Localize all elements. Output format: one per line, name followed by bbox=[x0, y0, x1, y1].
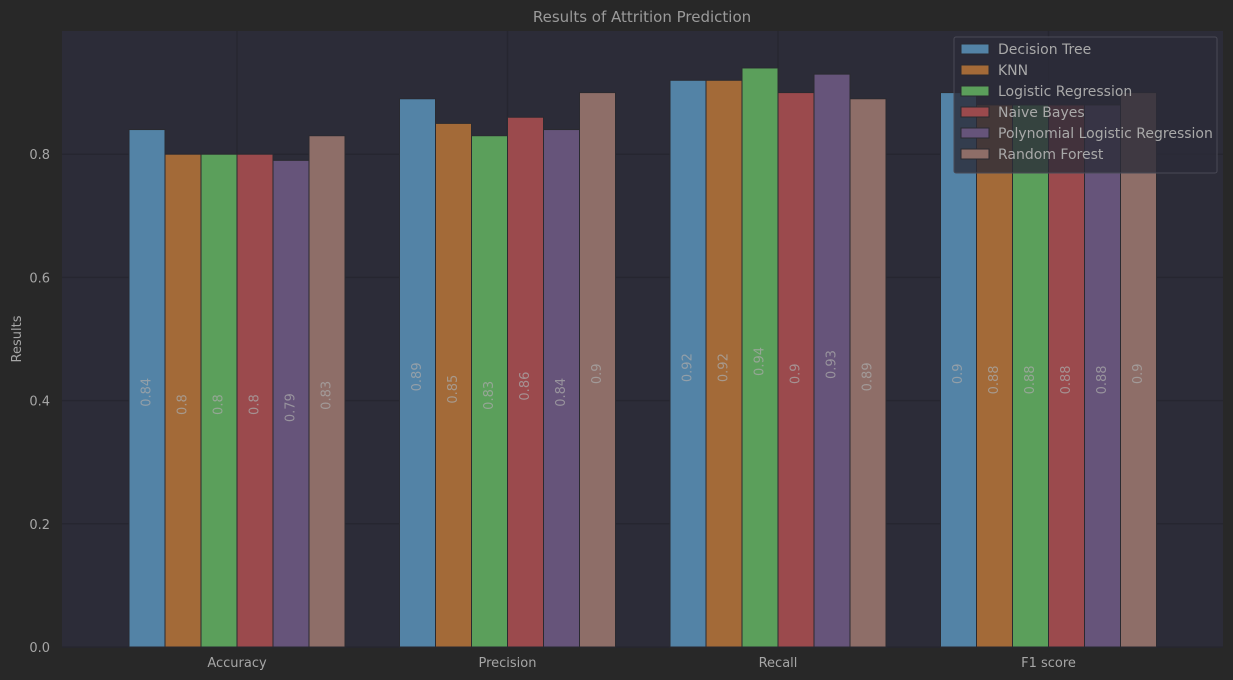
bar-value-labels: 0.84 0.8 0.8 0.8 0.79 0.83 0.89 0.85 0.83 0.86 0.8… bbox=[140, 347, 1147, 422]
bar-logistic-regression-recall bbox=[741, 67, 779, 648]
bar-polynomial-logistic-regression-recall bbox=[813, 73, 851, 648]
bar-value-label: 0.89 bbox=[861, 362, 876, 391]
legend: Decision Tree KNN Logistic Regression Naive… bbox=[953, 36, 1218, 174]
bar-random-forest-accuracy bbox=[308, 135, 346, 648]
legend-swatch bbox=[960, 148, 990, 160]
bar-value-label: 0.79 bbox=[284, 393, 299, 422]
bar-value-label: 0.9 bbox=[1131, 363, 1146, 384]
bar-random-forest-precision bbox=[579, 92, 616, 648]
x-tick-label: Recall bbox=[759, 656, 798, 671]
bar-decision-tree-recall bbox=[669, 79, 707, 648]
bar-value-label: 0.83 bbox=[482, 381, 497, 410]
bar-random-forest-f1-score bbox=[1120, 92, 1157, 648]
bar-polynomial-logistic-regression-f1-score bbox=[1084, 104, 1121, 648]
y-tick-label: 0.4 bbox=[29, 395, 50, 410]
bar-logistic-regression-accuracy bbox=[200, 153, 238, 648]
bar-naive-bayes-precision bbox=[507, 116, 544, 648]
y-tick-label: 0.6 bbox=[29, 271, 50, 286]
bar-value-label: 0.8 bbox=[212, 394, 227, 415]
x-tick-label: Accuracy bbox=[207, 656, 267, 671]
x-tick-label: F1 score bbox=[1021, 656, 1076, 671]
legend-label: Decision Tree bbox=[998, 42, 1091, 58]
bar-value-label: 0.83 bbox=[320, 381, 335, 410]
x-tick-label: Precision bbox=[478, 656, 536, 671]
y-axis-ticks: 0.0 0.2 0.4 0.6 0.8 bbox=[29, 148, 50, 656]
legend-label: Logistic Regression bbox=[998, 84, 1132, 100]
legend-label: Polynomial Logistic Regression bbox=[998, 126, 1213, 142]
bar-logistic-regression-f1-score bbox=[1012, 104, 1049, 648]
bar-value-label: 0.92 bbox=[681, 353, 696, 382]
bar-value-label: 0.89 bbox=[410, 362, 425, 391]
legend-swatch bbox=[960, 85, 990, 97]
bar-value-label: 0.9 bbox=[951, 363, 966, 384]
bar-decision-tree-f1-score bbox=[940, 92, 977, 648]
bar-value-label: 0.88 bbox=[1023, 365, 1038, 394]
bar-value-label: 0.86 bbox=[518, 372, 533, 401]
bar-knn-recall bbox=[705, 79, 743, 648]
bar-value-label: 0.84 bbox=[140, 378, 155, 407]
bar-value-label: 0.93 bbox=[825, 350, 840, 379]
bar-random-forest-recall bbox=[849, 98, 887, 648]
legend-label: KNN bbox=[998, 63, 1028, 79]
bar-knn-f1-score bbox=[976, 104, 1013, 648]
bar-value-label: 0.8 bbox=[248, 394, 263, 415]
chart-title: Results of Attrition Prediction bbox=[533, 8, 751, 26]
legend-swatch bbox=[960, 127, 990, 139]
bar-value-label: 0.94 bbox=[753, 347, 768, 376]
legend-label: Random Forest bbox=[998, 147, 1104, 163]
bar-value-label: 0.88 bbox=[1059, 365, 1074, 394]
bar-logistic-regression-precision bbox=[471, 135, 508, 648]
legend-swatch bbox=[960, 106, 990, 118]
x-axis-ticks: Accuracy Precision Recall F1 score bbox=[207, 656, 1076, 671]
legend-swatch bbox=[960, 43, 990, 55]
bar-value-label: 0.92 bbox=[717, 353, 732, 382]
legend-label: Naive Bayes bbox=[998, 105, 1085, 121]
legend-swatch bbox=[960, 64, 990, 76]
bar-decision-tree-accuracy bbox=[128, 129, 166, 648]
legend-box bbox=[953, 36, 1218, 174]
y-tick-label: 0.0 bbox=[29, 641, 50, 656]
bars bbox=[128, 67, 1157, 648]
bar-value-label: 0.9 bbox=[590, 363, 605, 384]
bar-polynomial-logistic-regression-precision bbox=[543, 129, 580, 648]
bar-value-label: 0.84 bbox=[554, 378, 569, 407]
bar-decision-tree-precision bbox=[399, 98, 436, 648]
bar-value-label: 0.88 bbox=[1095, 365, 1110, 394]
y-tick-label: 0.2 bbox=[29, 518, 50, 533]
bar-polynomial-logistic-regression-accuracy bbox=[272, 159, 310, 648]
y-tick-label: 0.8 bbox=[29, 148, 50, 163]
bar-value-label: 0.88 bbox=[987, 365, 1002, 394]
bar-value-label: 0.8 bbox=[176, 394, 191, 415]
bar-value-label: 0.9 bbox=[789, 363, 804, 384]
bar-naive-bayes-accuracy bbox=[236, 153, 274, 648]
bar-value-label: 0.85 bbox=[446, 375, 461, 404]
bar-knn-precision bbox=[435, 122, 472, 648]
y-axis-label: Results bbox=[10, 315, 25, 362]
